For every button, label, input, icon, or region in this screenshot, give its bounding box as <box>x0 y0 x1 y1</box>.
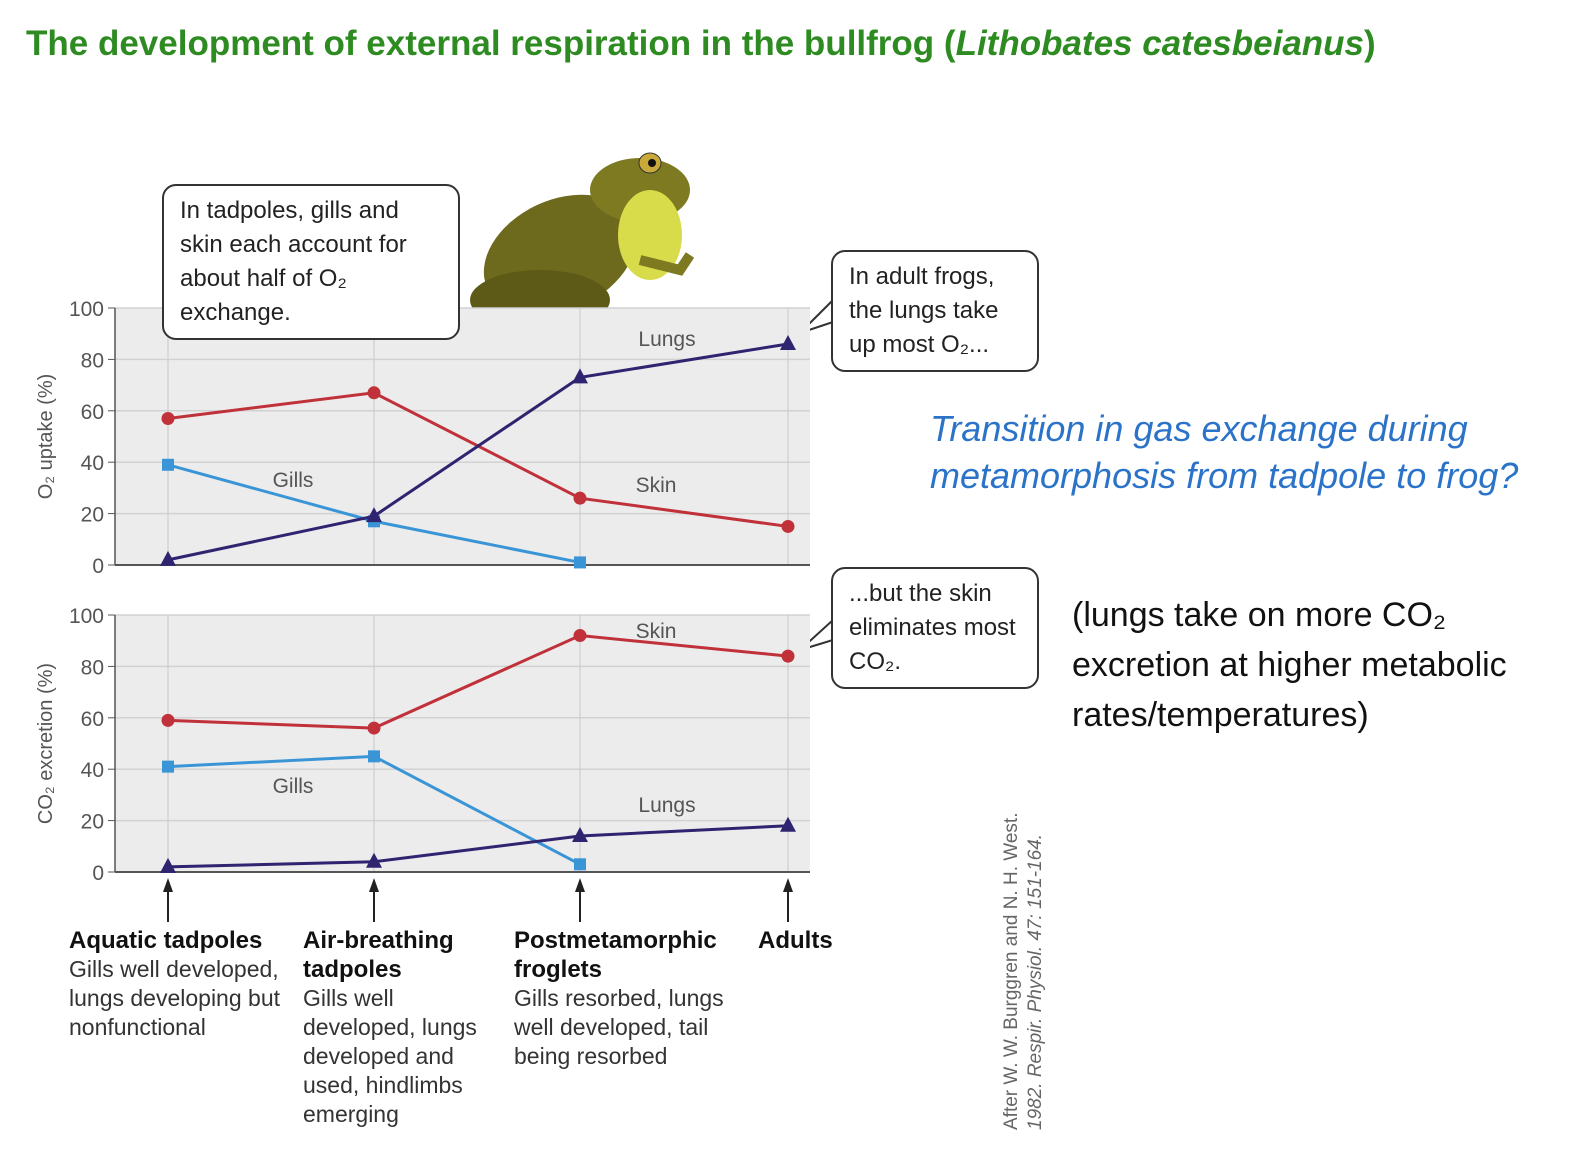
y-tick-label: 40 <box>81 759 104 782</box>
data-point-gills <box>574 556 586 569</box>
series-label-skin: Skin <box>636 620 677 643</box>
stage-name: Postmetamorphic froglets <box>514 927 717 983</box>
chart-panel-1: 0 20 40 60 80 100 O₂ uptake (%) Skin Gills Lungs <box>35 298 810 578</box>
arrow-head-icon <box>369 878 379 892</box>
question-text: Transition in gas exchange during metamo… <box>930 408 1519 496</box>
data-point-skin <box>161 412 175 426</box>
adult-co2-callout: ...but the skin eliminates most CO₂. <box>831 567 1039 689</box>
series-label-skin: Skin <box>636 474 677 497</box>
tadpole-callout: In tadpoles, gills and skin each account… <box>162 184 460 340</box>
title-species: Lithobates catesbeianus <box>955 24 1365 63</box>
note-text: (lungs take on more CO₂ excretion at hig… <box>1072 596 1507 734</box>
stage-name: Aquatic tadpoles <box>69 927 263 954</box>
data-point-skin <box>781 519 795 533</box>
credit-line-2: 1982. Respir. Physiol. 47: 151-164. <box>1025 833 1046 1130</box>
source-credit: After W. W. Burggren and N. H. West. 1982… <box>1000 813 1048 1130</box>
series-label-gills: Gills <box>273 775 314 798</box>
chart-panel-2: 0 20 40 60 80 100 CO₂ excretion (%) Skin Gills Lu… <box>35 605 810 885</box>
y-tick-label: 100 <box>69 605 104 628</box>
slide-title: The development of external respiration … <box>26 24 1376 64</box>
credit-line-1: After W. W. Burggren and N. H. West. <box>1001 812 1022 1130</box>
adult-o2-callout: In adult frogs, the lungs take up most O… <box>831 250 1039 372</box>
y-tick-label: 60 <box>81 708 104 731</box>
arrow-head-icon <box>575 878 585 892</box>
series-label-gills: Gills <box>273 469 314 492</box>
stage-name: Air-breathing tadpoles <box>303 927 454 983</box>
stage-desc: Gills resorbed, lungs well developed, ta… <box>514 985 724 1069</box>
y-tick-label: 20 <box>81 811 104 834</box>
stage-aquatic-tadpoles: Aquatic tadpoles Gills well developed, lu… <box>69 926 294 1042</box>
y-axis-label: O₂ uptake (%) <box>35 374 57 500</box>
arrow-head-icon <box>163 878 173 892</box>
data-point-skin <box>367 386 381 400</box>
data-point-lungs <box>572 368 588 384</box>
title-text: The development of external respiration … <box>26 24 956 63</box>
y-tick-label: 60 <box>81 401 104 424</box>
data-point-skin <box>161 713 175 727</box>
data-point-lungs <box>572 827 588 843</box>
y-tick-label: 40 <box>81 452 104 475</box>
data-point-gills <box>368 750 380 763</box>
stage-desc: Gills well developed, lungs developing b… <box>69 956 280 1040</box>
y-tick-label: 80 <box>81 349 104 372</box>
title-close: ) <box>1364 24 1376 63</box>
data-point-lungs <box>366 852 382 868</box>
stage-froglets: Postmetamorphic froglets Gills resorbed, … <box>514 926 744 1071</box>
y-tick-label: 80 <box>81 656 104 679</box>
stage-adults: Adults <box>758 926 858 955</box>
stage-air-breathing-tadpoles: Air-breathing tadpoles Gills well develop… <box>303 926 503 1129</box>
arrow-head-icon <box>783 878 793 892</box>
data-point-lungs <box>160 550 176 566</box>
y-tick-label: 0 <box>92 555 104 578</box>
data-point-skin <box>573 491 587 505</box>
plot-area <box>115 615 810 872</box>
data-point-gills <box>162 458 174 471</box>
data-point-lungs <box>780 816 796 832</box>
series-line-skin <box>167 634 789 730</box>
series-label-lungs: Lungs <box>638 794 695 817</box>
data-point-skin <box>573 629 587 643</box>
y-tick-label: 20 <box>81 504 104 527</box>
data-point-gills <box>574 858 586 871</box>
y-axis-label: CO₂ excretion (%) <box>35 663 57 824</box>
data-point-skin <box>367 721 381 735</box>
y-tick-label: 100 <box>69 298 104 321</box>
data-point-lungs <box>366 507 382 523</box>
series-line-lungs <box>167 824 789 869</box>
y-tick-label: 0 <box>92 862 104 885</box>
stage-name: Adults <box>758 927 833 954</box>
data-point-gills <box>162 760 174 773</box>
stage-desc: Gills well developed, lungs developed an… <box>303 985 477 1127</box>
series-label-lungs: Lungs <box>638 328 695 351</box>
data-point-lungs <box>160 857 176 873</box>
data-point-lungs <box>780 334 796 350</box>
series-line-lungs <box>167 342 789 562</box>
data-point-skin <box>781 649 795 663</box>
